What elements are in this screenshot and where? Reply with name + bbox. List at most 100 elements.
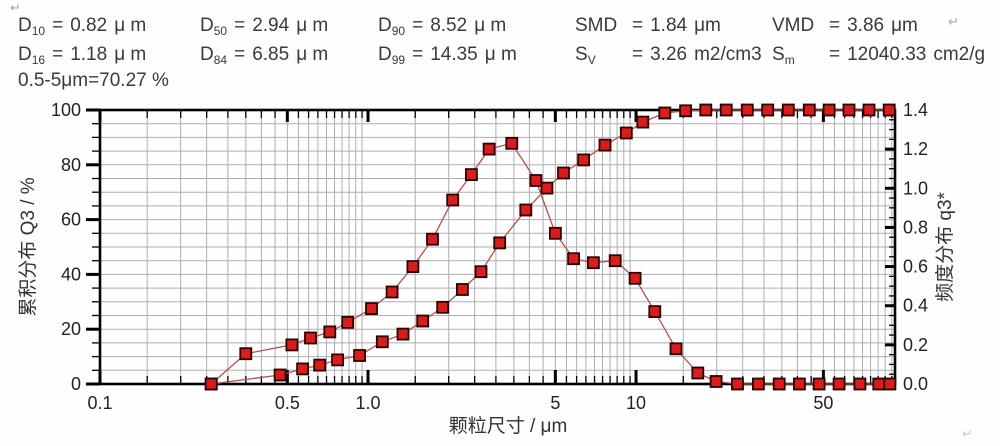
cumulative-distribution-Q3-marker	[416, 314, 430, 328]
stat-value: 3.26	[650, 44, 688, 65]
cumulative-distribution-Q3-marker	[719, 103, 733, 117]
stat-name: D84	[200, 44, 228, 67]
cumulative-distribution-Q3-marker	[273, 368, 287, 382]
stat-name: D50	[200, 15, 228, 38]
stat-name: D90	[378, 15, 406, 38]
frequency-distribution-q3star-marker	[648, 305, 662, 319]
frequency-distribution-q3star-marker	[204, 377, 218, 391]
cumulative-distribution-Q3-marker	[636, 115, 650, 129]
x-tick-label: 10	[626, 393, 646, 413]
stat-unit: μ m	[114, 44, 147, 65]
stat-d50: D50 = 2.94 μ m	[200, 15, 328, 42]
cumulative-distribution-Q3-marker	[375, 335, 389, 349]
frequency-distribution-q3star-marker	[385, 285, 399, 299]
stat-name: Sm	[772, 44, 795, 67]
frequency-distribution-q3star-marker	[482, 142, 496, 156]
y-right-tick-label: 0.8	[903, 217, 928, 237]
equals-sign: =	[412, 44, 424, 65]
y-right-tick-label: 0.0	[903, 374, 928, 394]
stat-value: 14.35	[430, 44, 478, 65]
y-left-tick-label: 80	[61, 155, 81, 175]
stat-sv: SV = 3.26 m2/cm3	[575, 44, 762, 71]
cumulative-distribution-Q3-marker	[781, 103, 795, 117]
frequency-distribution-q3star-marker	[549, 226, 562, 240]
stat-unit: μm	[891, 15, 918, 36]
frequency-distribution-q3star-marker	[872, 377, 886, 391]
frequency-distribution-q3star-marker	[587, 256, 600, 270]
frequency-distribution-q3star-marker	[323, 325, 337, 339]
frequency-distribution-q3star-marker	[365, 302, 378, 316]
frequency-distribution-q3star-marker	[567, 252, 580, 266]
cumulative-distribution-Q3-marker	[296, 362, 310, 376]
stat-name: SV	[575, 44, 596, 67]
stat-value: 1.84	[650, 15, 688, 36]
frequency-distribution-q3star-marker	[505, 136, 519, 150]
stat-name: VMD	[772, 15, 815, 36]
equals-sign: =	[52, 44, 64, 65]
stat-unit: μ m	[296, 15, 329, 36]
y-right-tick-label: 1.2	[903, 139, 928, 159]
frequency-distribution-q3star-marker	[406, 260, 420, 274]
y-right-tick-label: 0.2	[903, 335, 928, 355]
y-right-tick-label: 0.4	[903, 296, 928, 316]
frequency-distribution-q3star-marker	[731, 377, 744, 391]
cumulative-distribution-Q3-marker	[577, 153, 590, 167]
cumulative-distribution-Q3-marker	[396, 327, 410, 341]
stat-unit: μ m	[114, 15, 147, 36]
chart-layer: 0.1 0.5 1.0 5 10 50 0 20 40 60 80 100 0.0 0.2 0.4 0.6 0.…	[51, 100, 928, 413]
paragraph-return-mark: ↵	[948, 14, 959, 29]
frequency-distribution-q3star-marker	[883, 377, 897, 391]
frequency-distribution-q3star-marker	[304, 331, 317, 345]
y-right-tick-label: 0.6	[903, 257, 928, 277]
frequency-distribution-q3star-marker	[752, 377, 765, 391]
cumulative-distribution-Q3-marker	[313, 358, 327, 372]
frequency-distribution-q3star-marker	[832, 377, 846, 391]
stat-unit: m2/cm3	[694, 44, 762, 65]
x-tick-label: 50	[813, 393, 833, 413]
stat-name: D99	[378, 44, 406, 67]
frequency-distribution-q3star-marker	[341, 315, 355, 329]
cumulative-distribution-Q3-marker	[699, 103, 713, 117]
stat-value: 12040.33	[847, 44, 927, 65]
equals-sign: =	[829, 15, 841, 36]
stat-name: D16	[18, 44, 46, 67]
cumulative-distribution-Q3-marker	[862, 103, 876, 117]
frequency-distribution-q3star-marker	[793, 377, 806, 391]
frequency-distribution-q3star-marker	[812, 377, 826, 391]
cumulative-distribution-Q3-marker	[882, 103, 896, 117]
frequency-distribution-q3star-marker	[529, 174, 543, 187]
x-axis-title: 颗粒尺寸 / μm	[449, 415, 568, 437]
stat-value: 2.94	[252, 15, 290, 36]
x-tick-label: 0.1	[87, 393, 112, 413]
stat-d10: D10 = 0.82 μ m	[18, 15, 146, 42]
equals-sign: =	[234, 44, 246, 65]
x-tick-label: 0.5	[275, 393, 300, 413]
frequency-distribution-q3star-marker	[285, 338, 299, 352]
stat-vmd: VMD = 3.86 μm	[772, 15, 918, 37]
stat-value: 8.52	[430, 15, 468, 36]
cumulative-distribution-Q3-marker	[331, 353, 345, 367]
frequency-distribution-q3star-marker	[608, 254, 622, 268]
y-right-tick-label: 1.0	[903, 178, 928, 198]
cumulative-distribution-Q3-marker	[802, 103, 816, 117]
stat-range-percent: 0.5-5μm=70.27 %	[18, 70, 169, 91]
y-left-tick-label: 60	[61, 210, 81, 230]
stat-value: 1.18	[70, 44, 108, 65]
frequency-distribution-q3star-marker	[464, 168, 478, 182]
frequency-distribution-q3star-line	[210, 142, 890, 385]
frequency-distribution-q3star-marker	[446, 193, 460, 207]
stat-d90: D90 = 8.52 μ m	[378, 15, 506, 42]
stat-value: 6.85	[252, 44, 290, 65]
stat-unit: μ m	[296, 44, 329, 65]
stat-value: 0.82	[70, 15, 108, 36]
equals-sign: =	[52, 15, 64, 36]
equals-sign: =	[234, 15, 246, 36]
stat-unit: cm2/g	[933, 44, 986, 65]
cumulative-distribution-Q3-marker	[474, 265, 488, 279]
stat-d99: D99 = 14.35 μ m	[378, 44, 517, 71]
y-left-tick-label: 20	[61, 319, 81, 339]
frequency-distribution-q3star-marker	[772, 377, 786, 391]
cumulative-distribution-Q3-marker	[658, 106, 672, 120]
y-right-tick-label: 1.4	[903, 100, 928, 120]
